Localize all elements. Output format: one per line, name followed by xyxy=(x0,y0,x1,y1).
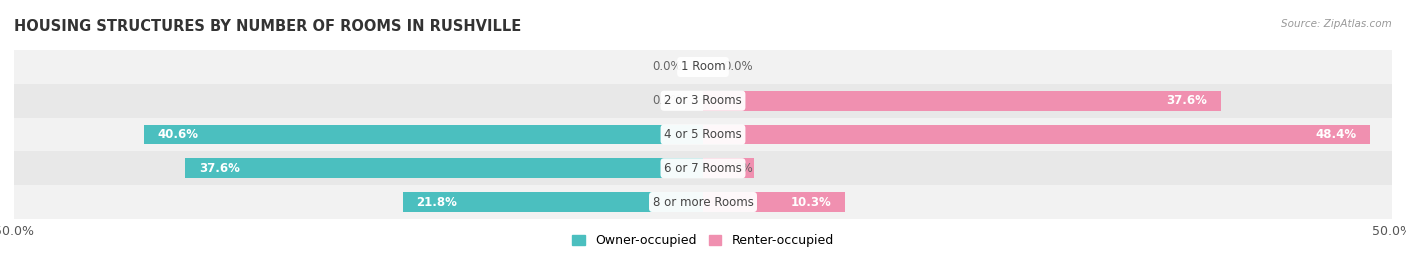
Text: 3.7%: 3.7% xyxy=(724,162,754,175)
Text: 2 or 3 Rooms: 2 or 3 Rooms xyxy=(664,94,742,107)
Text: 1 Room: 1 Room xyxy=(681,61,725,73)
Text: 4 or 5 Rooms: 4 or 5 Rooms xyxy=(664,128,742,141)
Text: 37.6%: 37.6% xyxy=(1167,94,1208,107)
Bar xyxy=(14,151,1392,185)
Text: 8 or more Rooms: 8 or more Rooms xyxy=(652,196,754,208)
Bar xyxy=(703,192,845,212)
Bar xyxy=(703,125,1369,144)
Text: 6 or 7 Rooms: 6 or 7 Rooms xyxy=(664,162,742,175)
Legend: Owner-occupied, Renter-occupied: Owner-occupied, Renter-occupied xyxy=(568,229,838,252)
Bar xyxy=(186,158,703,178)
Text: 48.4%: 48.4% xyxy=(1315,128,1357,141)
Bar xyxy=(703,158,754,178)
Text: HOUSING STRUCTURES BY NUMBER OF ROOMS IN RUSHVILLE: HOUSING STRUCTURES BY NUMBER OF ROOMS IN… xyxy=(14,19,522,34)
Text: 40.6%: 40.6% xyxy=(157,128,198,141)
Text: 37.6%: 37.6% xyxy=(198,162,239,175)
Text: 0.0%: 0.0% xyxy=(652,61,682,73)
Text: 0.0%: 0.0% xyxy=(724,61,754,73)
Bar xyxy=(14,118,1392,151)
Bar xyxy=(14,84,1392,118)
Bar xyxy=(402,192,703,212)
Text: Source: ZipAtlas.com: Source: ZipAtlas.com xyxy=(1281,19,1392,29)
Bar xyxy=(143,125,703,144)
Text: 21.8%: 21.8% xyxy=(416,196,457,208)
Text: 10.3%: 10.3% xyxy=(790,196,831,208)
Bar xyxy=(14,50,1392,84)
Text: 0.0%: 0.0% xyxy=(652,94,682,107)
Bar xyxy=(14,185,1392,219)
Bar xyxy=(703,91,1220,111)
